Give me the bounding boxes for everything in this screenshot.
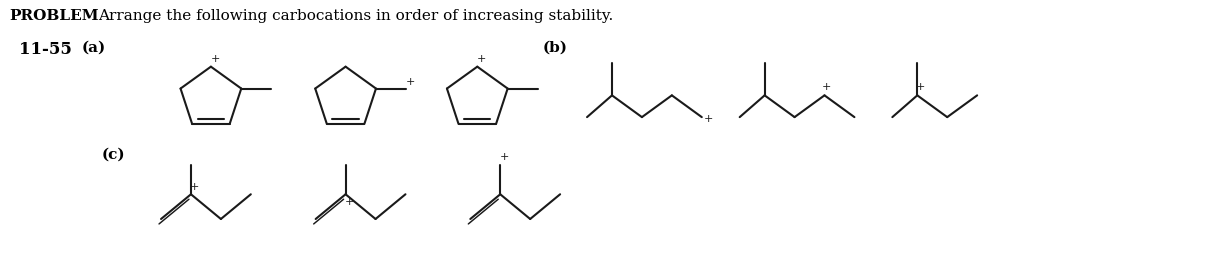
Text: (a): (a) (81, 41, 106, 55)
Text: (b): (b) (543, 41, 567, 55)
Text: +: + (477, 54, 486, 64)
Text: +: + (915, 82, 925, 92)
Text: +: + (499, 152, 509, 162)
Text: 11-55: 11-55 (19, 41, 72, 58)
Text: +: + (407, 77, 415, 87)
Text: +: + (345, 197, 354, 207)
Text: +: + (704, 114, 714, 124)
Text: Arrange the following carbocations in order of increasing stability.: Arrange the following carbocations in or… (98, 9, 613, 23)
Text: (c): (c) (101, 148, 125, 162)
Text: PROBLEM: PROBLEM (10, 9, 100, 23)
Text: +: + (191, 182, 199, 192)
Text: +: + (211, 54, 221, 64)
Text: +: + (822, 82, 832, 92)
